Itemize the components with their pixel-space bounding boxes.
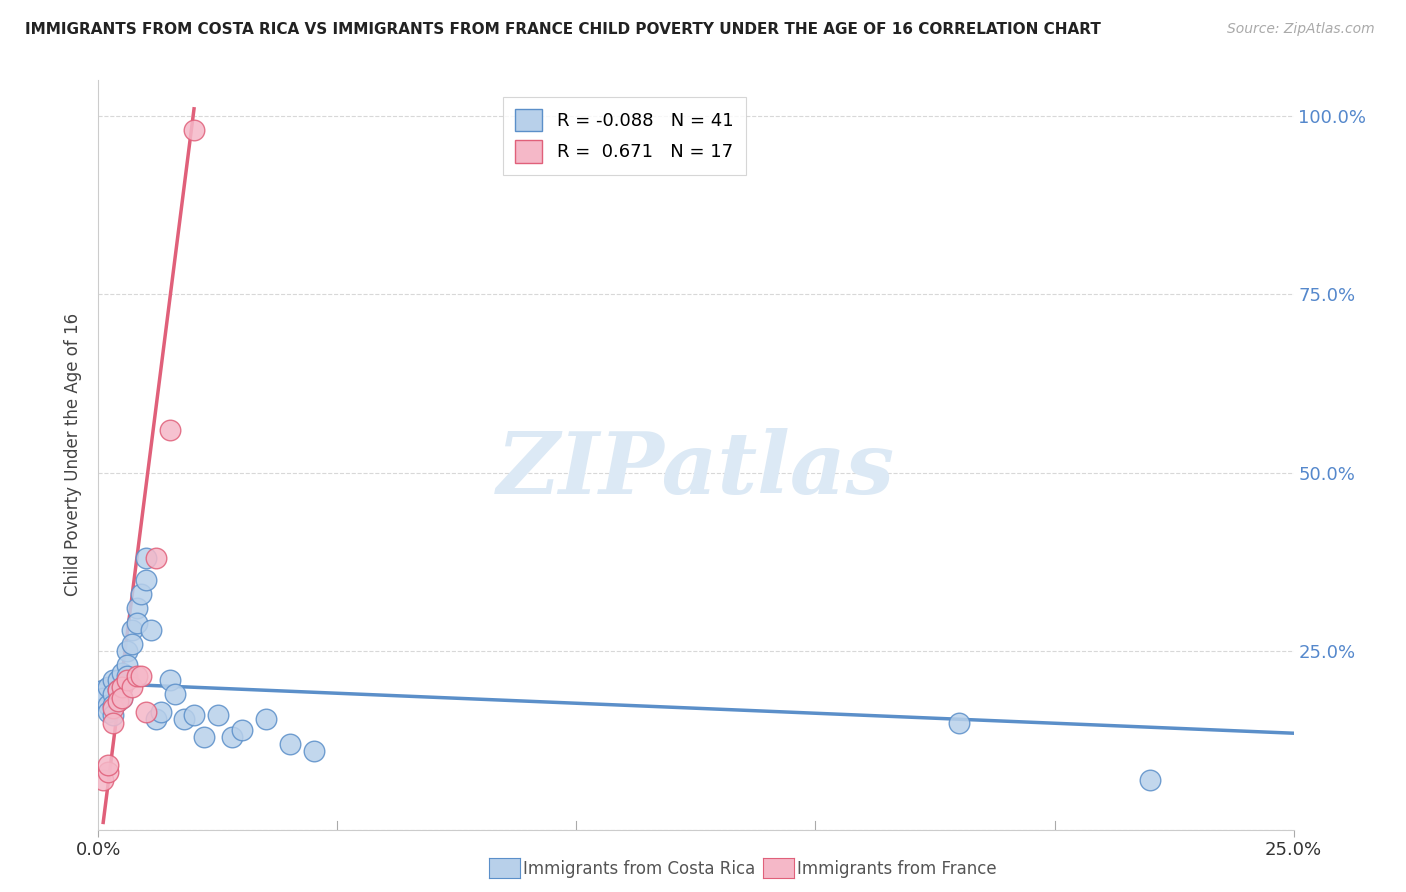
Point (221, 730, 243, 744)
Point (101, 701, 124, 715)
Point (131, 587, 153, 601)
Point (183, 708, 205, 723)
Point (115, 669, 138, 683)
Point (97, 758, 120, 772)
Point (135, 705, 157, 719)
Point (1139, 772, 1161, 787)
Point (101, 698, 124, 712)
Point (135, 573, 157, 587)
Point (183, 123, 205, 137)
Point (163, 687, 186, 701)
Point (125, 601, 148, 615)
Point (149, 705, 172, 719)
Point (173, 712, 195, 726)
Point (948, 715, 970, 730)
Point (107, 673, 129, 687)
Point (302, 744, 325, 758)
Point (97, 705, 120, 719)
Point (135, 551, 157, 566)
Y-axis label: Child Poverty Under the Age of 16: Child Poverty Under the Age of 16 (65, 313, 83, 597)
Point (231, 723, 253, 737)
Point (101, 708, 124, 723)
Point (115, 673, 138, 687)
Text: ZIPatlas: ZIPatlas (496, 428, 896, 512)
Text: Immigrants from France: Immigrants from France (797, 860, 997, 878)
Point (107, 694, 129, 708)
Point (145, 551, 167, 566)
Point (139, 623, 162, 637)
Point (91, 683, 114, 698)
Point (145, 712, 167, 726)
Point (107, 683, 129, 698)
Text: Source: ZipAtlas.com: Source: ZipAtlas.com (1227, 22, 1375, 37)
Point (101, 715, 124, 730)
Point (111, 680, 134, 694)
Point (121, 623, 143, 637)
Point (121, 680, 143, 694)
Point (115, 644, 138, 658)
Point (101, 673, 124, 687)
Point (121, 637, 143, 651)
Point (125, 669, 148, 683)
Point (193, 730, 215, 744)
Point (115, 658, 138, 673)
Point (97, 680, 120, 694)
Point (111, 690, 134, 705)
Point (254, 712, 277, 726)
Point (97, 765, 120, 780)
Text: Immigrants from Costa Rica: Immigrants from Costa Rica (523, 860, 755, 878)
Point (125, 615, 148, 630)
Point (111, 665, 134, 680)
Point (91, 772, 114, 787)
Point (159, 673, 181, 687)
Point (278, 737, 301, 751)
Point (111, 680, 134, 694)
Point (111, 690, 134, 705)
Point (107, 683, 129, 698)
Point (97, 698, 120, 712)
Text: IMMIGRANTS FROM COSTA RICA VS IMMIGRANTS FROM FRANCE CHILD POVERTY UNDER THE AGE: IMMIGRANTS FROM COSTA RICA VS IMMIGRANTS… (25, 22, 1101, 37)
Point (159, 423, 181, 437)
Point (207, 708, 229, 723)
Point (107, 694, 129, 708)
Legend: R = -0.088   N = 41, R =  0.671   N = 17: R = -0.088 N = 41, R = 0.671 N = 17 (502, 97, 747, 175)
Point (101, 687, 124, 701)
Point (131, 669, 153, 683)
Point (91, 690, 114, 705)
